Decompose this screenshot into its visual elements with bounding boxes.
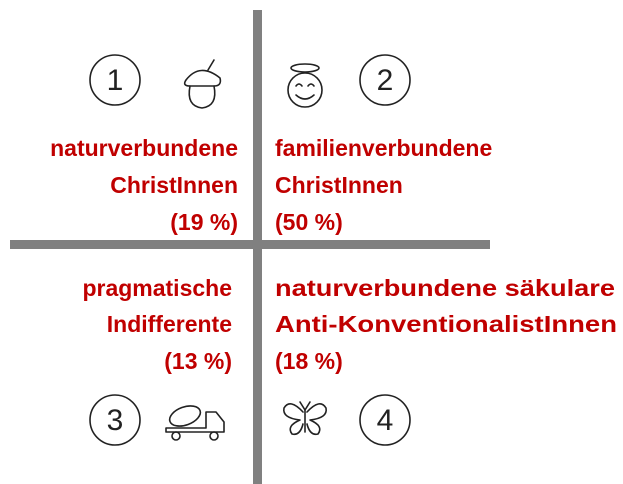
cement-truck-icon (165, 405, 225, 441)
quadrant-label: ChristInnen (275, 172, 403, 198)
quadrant-label: (18 %) (275, 348, 343, 374)
quadrant-label: familienverbundene (275, 135, 492, 161)
quadrant-number: 1 (107, 64, 124, 97)
number-circle (89, 394, 141, 446)
angel-smiley-icon (287, 63, 323, 108)
quadrant-label: ChristInnen (110, 172, 238, 198)
quadrant-number: 4 (377, 404, 394, 437)
quadrant-label: Anti-KonventionalistInnen (275, 311, 617, 337)
quadrant-number: 3 (107, 404, 124, 437)
quadrant-number: 2 (377, 64, 394, 97)
quadrant-label: (19 %) (170, 209, 238, 235)
butterfly-icon (283, 401, 327, 436)
quadrant-label: (50 %) (275, 209, 343, 235)
acorn-icon (183, 59, 222, 109)
horizontal-divider (10, 240, 490, 249)
number-circle (89, 54, 141, 106)
quadrant-label: naturverbundene säkulare (275, 275, 615, 301)
quadrant-label: (13 %) (164, 348, 232, 374)
number-circle (359, 54, 411, 106)
quadrant-label: naturverbundene (50, 135, 238, 161)
number-circle (359, 394, 411, 446)
quadrant-label: Indifferente (107, 311, 232, 337)
quadrant-label: pragmatische (82, 275, 232, 301)
